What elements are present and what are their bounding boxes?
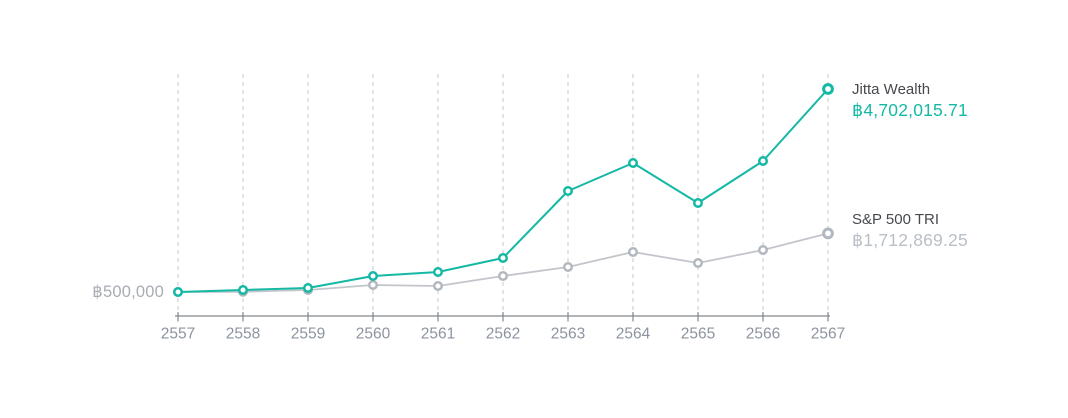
x-axis-tick-label: 2562 bbox=[486, 326, 520, 343]
data-point-marker-sp500-tri bbox=[563, 262, 573, 272]
data-point-marker-sp500-tri bbox=[433, 281, 443, 291]
x-axis-tick-label: 2564 bbox=[616, 326, 651, 343]
data-point-marker-jitta-wealth bbox=[238, 285, 248, 295]
x-axis-tick-label: 2557 bbox=[161, 326, 195, 343]
series-name-jitta-wealth: Jitta Wealth bbox=[852, 81, 931, 98]
data-point-marker-jitta-wealth bbox=[433, 267, 443, 277]
x-axis-tick-label: 2566 bbox=[746, 326, 780, 343]
x-axis-tick-label: 2567 bbox=[811, 326, 845, 343]
x-axis-tick-label: 2563 bbox=[551, 326, 585, 343]
series-value-jitta-wealth: ฿4,702,015.71 bbox=[852, 100, 968, 120]
data-point-marker-jitta-wealth bbox=[693, 198, 703, 208]
x-axis-tick-label: 2565 bbox=[681, 326, 715, 343]
series-name-sp500-tri: S&P 500 TRI bbox=[852, 211, 939, 228]
data-point-marker-jitta-wealth bbox=[563, 186, 573, 196]
data-point-marker-jitta-wealth bbox=[628, 158, 638, 168]
data-point-marker-sp500-tri bbox=[628, 247, 638, 257]
series-value-sp500-tri: ฿1,712,869.25 bbox=[852, 230, 968, 250]
data-point-marker-sp500-tri bbox=[498, 271, 508, 281]
data-point-marker-sp500-tri bbox=[822, 227, 834, 240]
x-axis-tick-label: 2560 bbox=[356, 326, 391, 343]
y-axis-baseline-label: ฿500,000 bbox=[92, 283, 164, 301]
data-point-marker-jitta-wealth bbox=[173, 287, 183, 297]
data-point-marker-jitta-wealth bbox=[303, 283, 313, 293]
data-point-marker-sp500-tri bbox=[758, 245, 768, 255]
legend-jitta-wealth: Jitta Wealth ฿4,702,015.71 bbox=[852, 80, 968, 121]
data-point-marker-sp500-tri bbox=[693, 258, 703, 268]
x-axis-tick-label: 2561 bbox=[421, 326, 455, 343]
data-point-marker-jitta-wealth bbox=[498, 253, 508, 263]
x-axis-tick-label: 2559 bbox=[291, 326, 325, 343]
x-axis-tick-label: 2558 bbox=[226, 326, 260, 343]
legend-sp500-tri: S&P 500 TRI ฿1,712,869.25 bbox=[852, 210, 968, 251]
data-point-marker-jitta-wealth bbox=[368, 271, 378, 281]
data-point-marker-jitta-wealth bbox=[758, 156, 768, 166]
data-point-marker-sp500-tri bbox=[368, 280, 378, 290]
data-point-marker-jitta-wealth bbox=[822, 83, 834, 95]
